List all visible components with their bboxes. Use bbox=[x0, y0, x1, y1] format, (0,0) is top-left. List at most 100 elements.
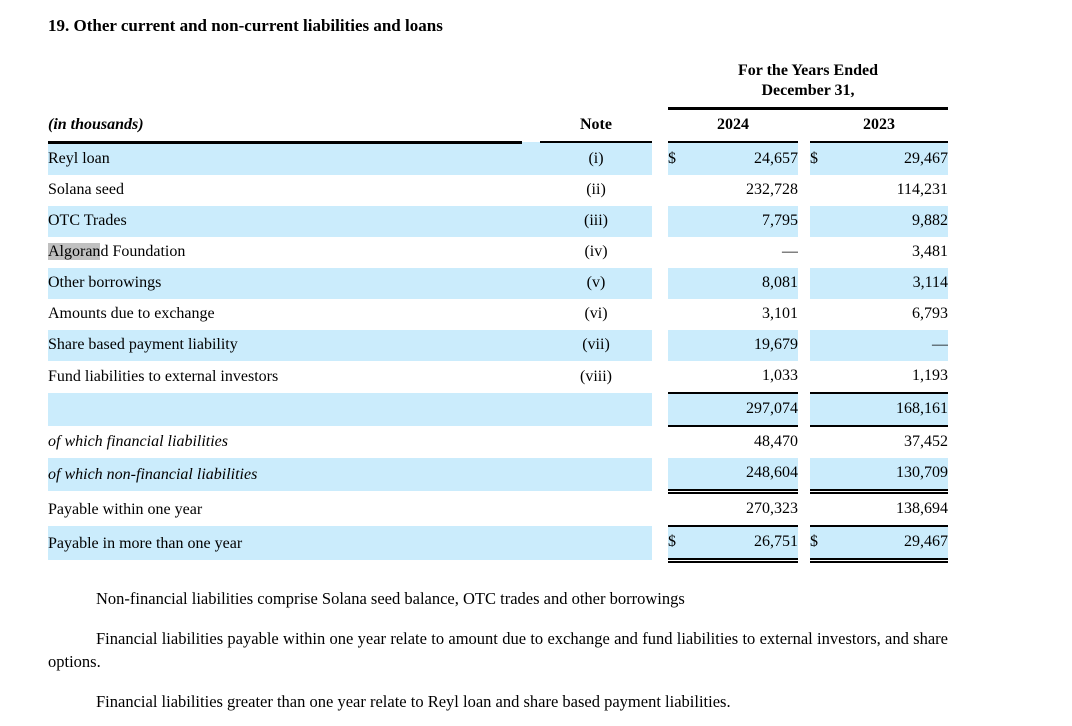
row-label-cell: Reyl loan bbox=[48, 142, 522, 175]
units-label-cell: (in thousands) bbox=[48, 108, 522, 144]
note-ref-cell bbox=[540, 457, 652, 491]
row-label-cell: Solana seed bbox=[48, 180, 124, 198]
value-cell-2024: 3,101 bbox=[762, 304, 798, 322]
value-cell-2024: 19,679 bbox=[690, 329, 798, 361]
row-gap bbox=[798, 206, 810, 237]
table-row: of which financial liabilities 48,470 37… bbox=[48, 426, 948, 458]
liabilities-table-body: Reyl loan (i) $ 24,657 $ 29,467 Solana s… bbox=[48, 142, 948, 563]
document-page: 19. Other current and non-current liabil… bbox=[0, 16, 1072, 726]
value-cell-2024: 232,728 bbox=[746, 180, 798, 198]
column-header-row: (in thousands) Note 2024 2023 bbox=[48, 108, 948, 144]
note-column-header: Note bbox=[540, 108, 652, 143]
footnotes-section: Non-financial liabilities comprise Solan… bbox=[48, 587, 948, 713]
period-header-row: For the Years Ended December 31, bbox=[48, 56, 948, 110]
row-label-cell: Share based payment liability bbox=[48, 329, 522, 361]
currency-cell-2023 bbox=[810, 392, 832, 427]
row-gap bbox=[652, 330, 668, 361]
currency-cell-2023 bbox=[810, 205, 832, 237]
row-gap bbox=[652, 206, 668, 237]
row-gap bbox=[652, 142, 668, 175]
value-cell-2024: 297,074 bbox=[690, 392, 798, 427]
note-ref-cell: (i) bbox=[540, 142, 652, 175]
row-gap bbox=[522, 299, 540, 330]
note-ref-cell bbox=[540, 525, 652, 560]
currency-cell-2023 bbox=[810, 267, 832, 299]
currency-cell-2023 bbox=[810, 457, 832, 494]
row-gap bbox=[652, 426, 668, 458]
note-ref-cell: (viii) bbox=[580, 367, 612, 385]
row-label-cell: Other borrowings bbox=[48, 267, 522, 299]
header-gap bbox=[522, 109, 540, 143]
table-row: 297,074 168,161 bbox=[48, 392, 948, 427]
table-row: Share based payment liability (vii) 19,6… bbox=[48, 329, 948, 361]
row-gap bbox=[652, 361, 668, 393]
table-row: Other borrowings (v) 8,081 3,114 bbox=[48, 267, 948, 299]
currency-cell-2024 bbox=[668, 329, 690, 361]
value-cell-2024: 1,033 bbox=[690, 360, 798, 394]
row-label-cell: OTC Trades bbox=[48, 205, 522, 237]
row-gap bbox=[522, 457, 540, 491]
row-label-cell: Amounts due to exchange bbox=[48, 304, 215, 322]
table-row: Algorand Foundation (iv) — 3,481 bbox=[48, 237, 948, 268]
row-gap bbox=[522, 525, 540, 560]
value-cell-2023: 3,114 bbox=[832, 267, 948, 299]
currency-cell-2024 bbox=[668, 267, 690, 299]
row-gap bbox=[798, 426, 810, 458]
note-ref-cell: (ii) bbox=[586, 180, 606, 198]
footnote-paragraph: Financial liabilities payable within one… bbox=[48, 628, 948, 671]
currency-cell-2024 bbox=[668, 299, 690, 330]
row-label-cell bbox=[48, 392, 522, 426]
row-gap bbox=[522, 205, 540, 237]
row-gap bbox=[798, 491, 810, 526]
value-cell-2023: 138,694 bbox=[832, 491, 948, 527]
period-header-line1: For the Years Ended bbox=[738, 62, 878, 79]
year-2023-header: 2023 bbox=[810, 108, 948, 143]
row-gap bbox=[798, 299, 810, 330]
row-gap bbox=[522, 426, 540, 458]
currency-cell-2023 bbox=[810, 360, 832, 394]
period-header-line2: December 31, bbox=[761, 82, 855, 99]
search-highlight: Algoran bbox=[48, 242, 101, 260]
note-title: 19. Other current and non-current liabil… bbox=[48, 16, 443, 35]
table-row: Payable within one year 270,323 138,694 bbox=[48, 491, 948, 527]
value-cell-2023: 9,882 bbox=[832, 205, 948, 237]
currency-cell-2024 bbox=[668, 175, 690, 206]
row-gap bbox=[652, 237, 668, 268]
footnote-paragraph: Non-financial liabilities comprise Solan… bbox=[96, 588, 685, 608]
row-gap bbox=[652, 393, 668, 426]
header-gap bbox=[652, 109, 668, 143]
note-ref-cell bbox=[540, 392, 652, 426]
value-cell-2024: 26,751 bbox=[690, 525, 798, 563]
row-gap bbox=[798, 330, 810, 361]
table-row: Amounts due to exchange (vi) 3,101 6,793 bbox=[48, 299, 948, 330]
row-gap bbox=[798, 526, 810, 561]
table-header: For the Years Ended December 31, (in tho… bbox=[48, 56, 948, 144]
table-row: Fund liabilities to external investors (… bbox=[48, 360, 948, 394]
currency-cell-2024: $ bbox=[668, 142, 690, 175]
currency-cell-2023 bbox=[810, 426, 832, 458]
currency-cell-2023 bbox=[810, 491, 832, 527]
currency-cell-2023 bbox=[810, 329, 832, 361]
currency-cell-2024 bbox=[668, 360, 690, 394]
row-label-cell: of which non-financial liabilities bbox=[48, 457, 522, 491]
currency-cell-2024 bbox=[668, 491, 690, 527]
currency-cell-2023: $ bbox=[810, 525, 832, 563]
table-row: Payable in more than one year $ 26,751 $… bbox=[48, 525, 948, 563]
period-header: For the Years Ended December 31, bbox=[668, 56, 948, 110]
row-gap bbox=[522, 329, 540, 361]
note-ref-cell: (v) bbox=[540, 267, 652, 299]
year-2024-header: 2024 bbox=[668, 108, 798, 143]
currency-cell-2024 bbox=[668, 392, 690, 427]
row-gap bbox=[798, 393, 810, 426]
row-gap bbox=[522, 237, 540, 268]
units-label: (in thousands) bbox=[48, 115, 144, 133]
value-cell-2023: — bbox=[832, 329, 948, 361]
row-gap bbox=[798, 361, 810, 393]
row-gap bbox=[652, 268, 668, 299]
value-cell-2023: 114,231 bbox=[896, 180, 948, 198]
note-ref-cell bbox=[540, 491, 652, 526]
currency-cell-2024 bbox=[668, 205, 690, 237]
currency-cell-2024: $ bbox=[668, 525, 690, 563]
currency-cell-2023: $ bbox=[810, 142, 832, 175]
row-gap bbox=[652, 175, 668, 206]
